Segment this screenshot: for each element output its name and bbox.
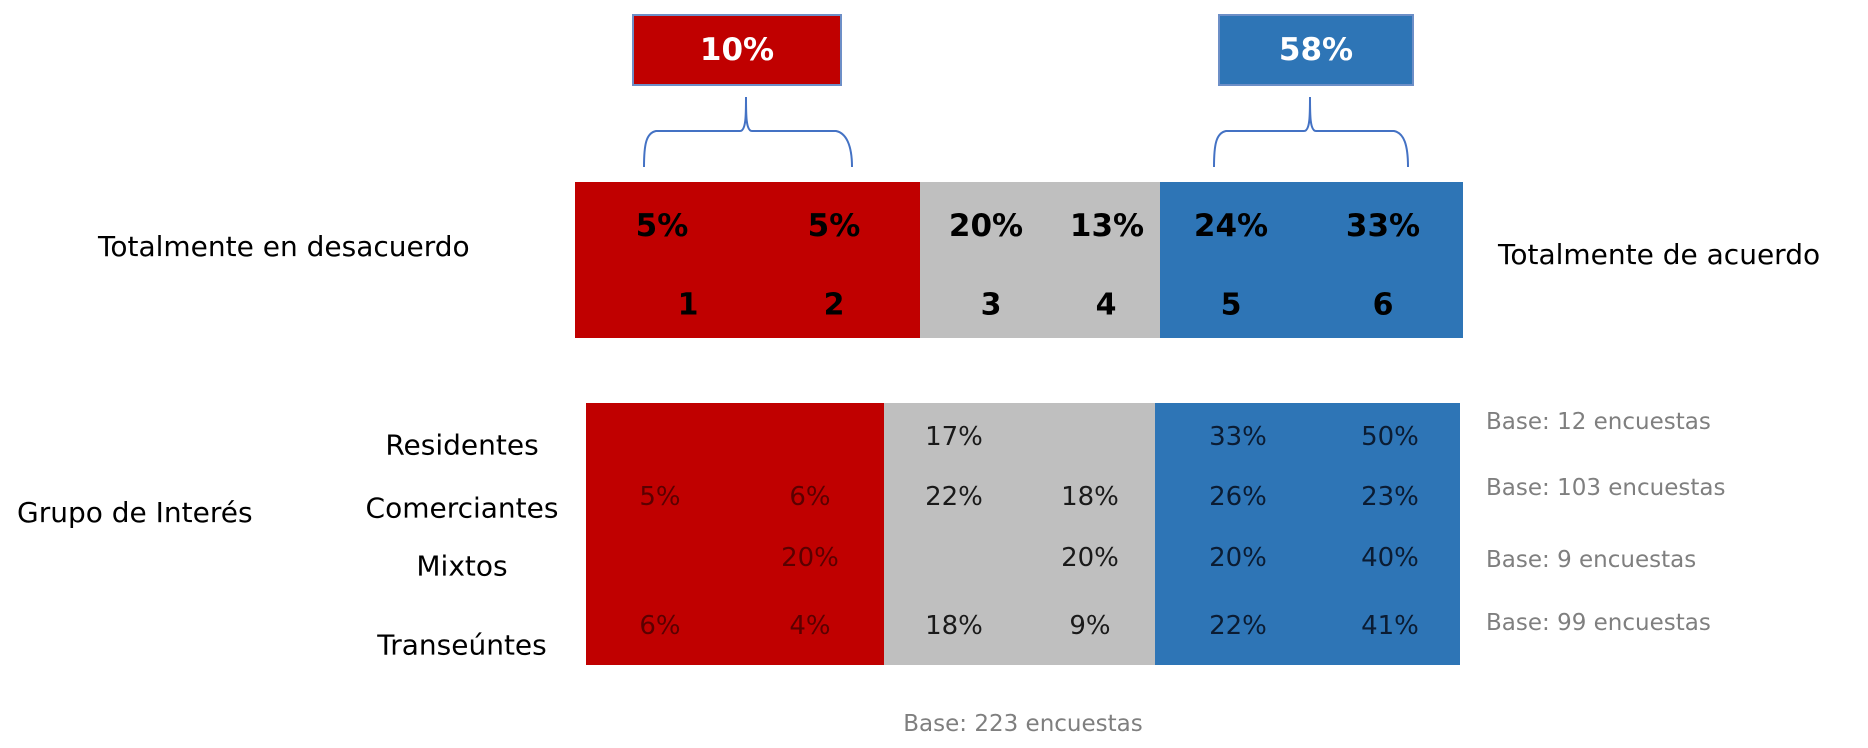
group-title: Grupo de Interés [17, 496, 253, 529]
group-cell-0-6: 50% [1361, 422, 1419, 452]
scale-label-5: 5 [1220, 287, 1242, 323]
scale-label-1: 1 [677, 287, 699, 323]
group-cell-2-2: 20% [781, 543, 839, 573]
scale-label-2: 2 [823, 287, 845, 323]
left-anchor-label: Totalmente en desacuerdo [98, 230, 470, 263]
group-label-3: Transeúntes [377, 628, 547, 662]
group-bar-agree [1155, 403, 1460, 665]
right-anchor-label: Totalmente de acuerdo [1498, 238, 1821, 271]
total-pct-4: 13% [1069, 208, 1145, 244]
group-cell-1-3: 22% [925, 482, 983, 512]
group-cell-1-1: 5% [639, 482, 681, 512]
group-cell-1-6: 23% [1361, 482, 1419, 512]
total-base-note: Base: 223 encuestas [903, 711, 1143, 737]
total-pct-3: 20% [948, 208, 1024, 244]
group-bar-neutral [884, 403, 1155, 665]
disagree-total-box: 10% [632, 14, 842, 86]
group-cell-1-2: 6% [789, 482, 831, 512]
scale-label-4: 4 [1095, 287, 1117, 323]
agree-brace [1213, 96, 1409, 168]
group-cell-3-3: 18% [925, 611, 983, 641]
group-base-note-0: Base: 12 encuestas [1486, 409, 1711, 435]
group-base-note-2: Base: 9 encuestas [1486, 547, 1697, 573]
total-bar-neutral [920, 182, 1160, 338]
scale-label-3: 3 [980, 287, 1002, 323]
total-pct-1: 5% [635, 208, 689, 244]
group-cell-3-5: 22% [1209, 611, 1267, 641]
group-base-note-3: Base: 99 encuestas [1486, 610, 1711, 636]
group-cell-1-4: 18% [1061, 482, 1119, 512]
group-cell-3-2: 4% [789, 611, 831, 641]
group-cell-0-5: 33% [1209, 422, 1267, 452]
agree-total-box: 58% [1218, 14, 1414, 86]
group-cell-1-5: 26% [1209, 482, 1267, 512]
group-label-2: Mixtos [416, 549, 508, 583]
total-bar-disagree [575, 182, 920, 338]
group-cell-2-4: 20% [1061, 543, 1119, 573]
group-label-1: Comerciantes [365, 491, 559, 525]
group-label-0: Residentes [385, 428, 539, 462]
group-bar-disagree [586, 403, 884, 665]
total-pct-2: 5% [807, 208, 861, 244]
group-cell-2-6: 40% [1361, 543, 1419, 573]
total-pct-6: 33% [1345, 208, 1421, 244]
group-cell-0-3: 17% [925, 422, 983, 452]
agree-total-label: 58% [1278, 32, 1354, 68]
group-cell-3-1: 6% [639, 611, 681, 641]
group-base-note-1: Base: 103 encuestas [1486, 475, 1726, 501]
total-pct-5: 24% [1193, 208, 1269, 244]
disagree-brace [643, 96, 853, 168]
scale-label-6: 6 [1372, 287, 1394, 323]
disagree-total-label: 10% [699, 32, 775, 68]
total-bar-agree [1160, 182, 1463, 338]
group-cell-3-6: 41% [1361, 611, 1419, 641]
group-cell-3-4: 9% [1069, 611, 1111, 641]
group-cell-2-5: 20% [1209, 543, 1267, 573]
